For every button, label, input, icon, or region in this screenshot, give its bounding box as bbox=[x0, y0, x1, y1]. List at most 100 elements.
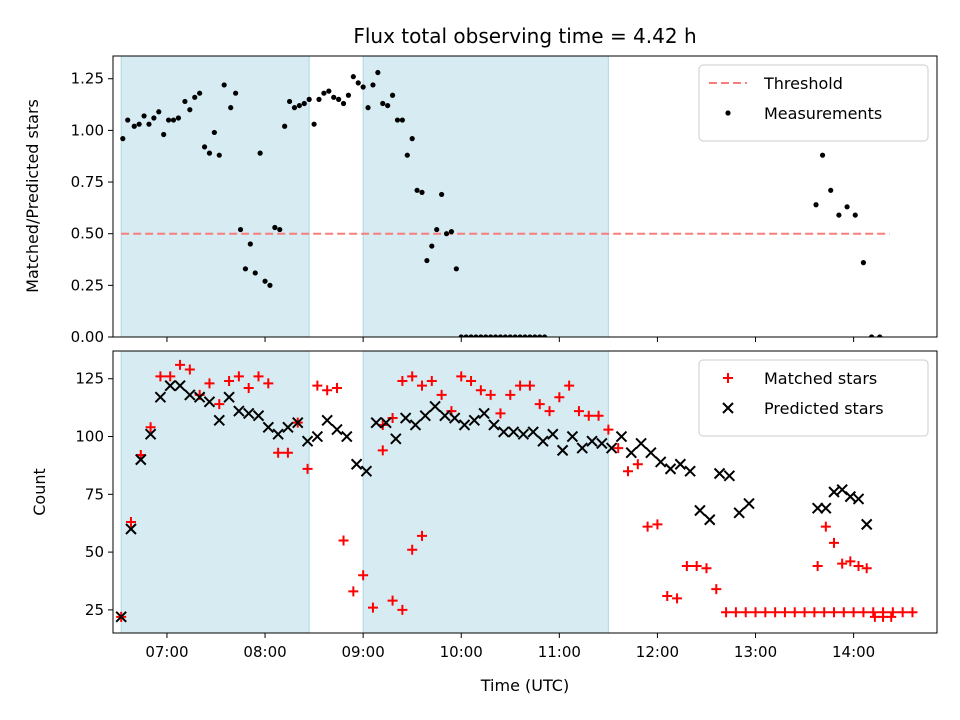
data-point bbox=[426, 376, 437, 387]
data-point bbox=[155, 371, 166, 382]
data-point bbox=[468, 414, 481, 427]
data-point bbox=[852, 212, 858, 218]
data-point bbox=[135, 453, 147, 466]
data-point bbox=[468, 334, 474, 337]
data-point bbox=[237, 226, 244, 233]
y-tick-label: 0.00 bbox=[71, 328, 104, 346]
data-point bbox=[375, 69, 381, 76]
data-point bbox=[414, 187, 420, 193]
data-point bbox=[429, 400, 441, 413]
data-point bbox=[350, 74, 356, 80]
data-point bbox=[743, 497, 755, 510]
data-point bbox=[473, 334, 479, 337]
data-point bbox=[439, 410, 451, 422]
data-point bbox=[838, 607, 849, 618]
y-tick-label: 50 bbox=[85, 543, 104, 561]
data-point bbox=[341, 430, 353, 443]
data-point bbox=[613, 443, 624, 454]
data-point bbox=[819, 607, 830, 618]
data-point bbox=[701, 563, 712, 574]
data-point bbox=[358, 570, 369, 581]
data-point bbox=[221, 82, 227, 88]
data-point bbox=[625, 446, 637, 459]
data-point bbox=[407, 544, 418, 555]
data-point bbox=[483, 334, 489, 337]
data-point bbox=[623, 466, 633, 477]
data-point bbox=[713, 467, 726, 480]
shaded-interval-0 bbox=[120, 55, 310, 338]
data-point bbox=[340, 100, 347, 107]
data-point bbox=[812, 560, 823, 571]
data-point bbox=[556, 444, 569, 457]
y-tick-label: 0.50 bbox=[71, 225, 104, 243]
data-point bbox=[512, 334, 518, 337]
bottom-y-axis-label: Count bbox=[30, 468, 49, 516]
data-point bbox=[760, 607, 771, 618]
data-point bbox=[407, 371, 418, 382]
data-point bbox=[145, 422, 156, 433]
data-point bbox=[331, 423, 343, 436]
x-tick-label: 07:00 bbox=[145, 643, 188, 661]
data-point bbox=[547, 428, 559, 440]
data-point bbox=[301, 435, 314, 447]
data-point bbox=[453, 266, 459, 272]
data-point bbox=[338, 535, 349, 546]
data-point bbox=[583, 410, 594, 421]
data-point bbox=[886, 611, 897, 622]
axes-frame bbox=[112, 55, 938, 338]
data-point bbox=[417, 530, 427, 541]
data-point bbox=[542, 334, 548, 337]
data-point bbox=[861, 563, 872, 574]
data-point bbox=[799, 607, 810, 618]
data-point bbox=[282, 123, 288, 129]
data-point bbox=[311, 430, 324, 443]
data-point bbox=[691, 560, 702, 571]
data-point bbox=[498, 426, 510, 438]
data-point bbox=[182, 98, 188, 105]
data-point bbox=[306, 96, 312, 102]
shaded-interval-1 bbox=[362, 350, 609, 634]
data-point bbox=[331, 382, 342, 393]
data-point bbox=[837, 558, 848, 569]
x-tick-label: 10:00 bbox=[440, 643, 483, 661]
data-point bbox=[273, 447, 284, 458]
data-point bbox=[820, 502, 832, 514]
data-point bbox=[684, 465, 696, 477]
data-point bbox=[448, 412, 461, 424]
data-point bbox=[365, 105, 371, 111]
data-point bbox=[322, 385, 333, 396]
data-point bbox=[247, 241, 253, 247]
data-point bbox=[348, 586, 359, 597]
data-point bbox=[360, 84, 366, 90]
data-point bbox=[154, 391, 167, 403]
data-point bbox=[206, 150, 213, 156]
data-point bbox=[845, 556, 856, 567]
data-point bbox=[192, 94, 198, 100]
data-point bbox=[887, 607, 898, 618]
data-point bbox=[517, 334, 523, 337]
chart-title: Flux total observing time = 4.42 h bbox=[353, 24, 696, 48]
data-point bbox=[475, 385, 486, 396]
data-point bbox=[829, 607, 839, 618]
data-point bbox=[170, 117, 177, 123]
data-point bbox=[844, 204, 850, 210]
data-point bbox=[409, 419, 422, 431]
data-point bbox=[674, 458, 687, 470]
data-point bbox=[429, 243, 435, 249]
data-point bbox=[164, 379, 176, 392]
data-point bbox=[131, 123, 137, 129]
legend-label: Threshold bbox=[763, 74, 843, 93]
data-point bbox=[733, 507, 745, 519]
data-point bbox=[448, 229, 455, 235]
data-point bbox=[277, 226, 283, 233]
x-tick-label: 11:00 bbox=[538, 643, 581, 661]
legend-marker bbox=[722, 402, 734, 414]
data-point bbox=[263, 378, 274, 389]
data-point bbox=[502, 334, 508, 337]
data-point bbox=[632, 459, 643, 470]
data-point bbox=[141, 113, 147, 119]
data-point bbox=[125, 523, 137, 535]
data-point bbox=[829, 537, 839, 548]
data-point bbox=[321, 90, 327, 96]
data-point bbox=[272, 428, 284, 440]
